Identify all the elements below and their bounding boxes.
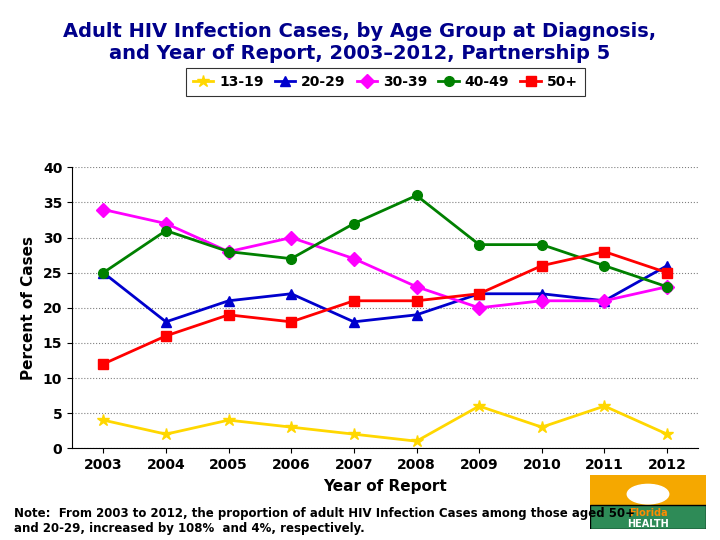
40-49 — [225, 248, 233, 255]
20-29 — [225, 298, 233, 304]
Text: Note:  From 2003 to 2012, the proportion of adult HIV Infection Cases among thos: Note: From 2003 to 2012, the proportion … — [14, 507, 635, 535]
Text: Adult HIV Infection Cases, by Age Group at Diagnosis,
and Year of Report, 2003–2: Adult HIV Infection Cases, by Age Group … — [63, 22, 657, 63]
20-29 — [350, 319, 359, 325]
40-49 — [162, 227, 171, 234]
30-39 — [600, 298, 609, 304]
Line: 13-19: 13-19 — [97, 400, 673, 448]
30-39 — [663, 284, 672, 290]
50+ — [475, 291, 484, 297]
13-19 — [225, 417, 233, 423]
Line: 50+: 50+ — [99, 247, 672, 369]
20-29 — [663, 262, 672, 269]
30-39 — [475, 305, 484, 311]
20-29 — [287, 291, 296, 297]
30-39 — [538, 298, 546, 304]
40-49 — [600, 262, 609, 269]
13-19 — [162, 431, 171, 437]
30-39 — [99, 206, 108, 213]
50+ — [413, 298, 421, 304]
20-29 — [162, 319, 171, 325]
Line: 40-49: 40-49 — [99, 191, 672, 292]
50+ — [663, 269, 672, 276]
13-19 — [413, 438, 421, 444]
FancyBboxPatch shape — [590, 505, 706, 529]
Line: 30-39: 30-39 — [99, 205, 672, 313]
Circle shape — [627, 484, 669, 504]
Text: Florida: Florida — [629, 508, 667, 518]
13-19 — [600, 403, 609, 409]
40-49 — [99, 269, 108, 276]
Text: HEALTH: HEALTH — [627, 519, 669, 529]
13-19 — [475, 403, 484, 409]
13-19 — [99, 417, 108, 423]
20-29 — [413, 312, 421, 318]
50+ — [99, 361, 108, 367]
40-49 — [538, 241, 546, 248]
30-39 — [350, 255, 359, 262]
13-19 — [350, 431, 359, 437]
Y-axis label: Percent of Cases: Percent of Cases — [21, 236, 36, 380]
20-29 — [538, 291, 546, 297]
40-49 — [475, 241, 484, 248]
Legend: 13-19, 20-29, 30-39, 40-49, 50+: 13-19, 20-29, 30-39, 40-49, 50+ — [186, 68, 585, 96]
X-axis label: Year of Report: Year of Report — [323, 479, 447, 494]
50+ — [350, 298, 359, 304]
20-29 — [475, 291, 484, 297]
50+ — [538, 262, 546, 269]
40-49 — [413, 192, 421, 199]
40-49 — [287, 255, 296, 262]
50+ — [600, 248, 609, 255]
Line: 20-29: 20-29 — [99, 261, 672, 327]
50+ — [162, 333, 171, 339]
20-29 — [99, 269, 108, 276]
13-19 — [287, 424, 296, 430]
30-39 — [413, 284, 421, 290]
13-19 — [538, 424, 546, 430]
30-39 — [162, 220, 171, 227]
30-39 — [225, 248, 233, 255]
50+ — [287, 319, 296, 325]
40-49 — [350, 220, 359, 227]
50+ — [225, 312, 233, 318]
40-49 — [663, 284, 672, 290]
30-39 — [287, 234, 296, 241]
13-19 — [663, 431, 672, 437]
20-29 — [600, 298, 609, 304]
